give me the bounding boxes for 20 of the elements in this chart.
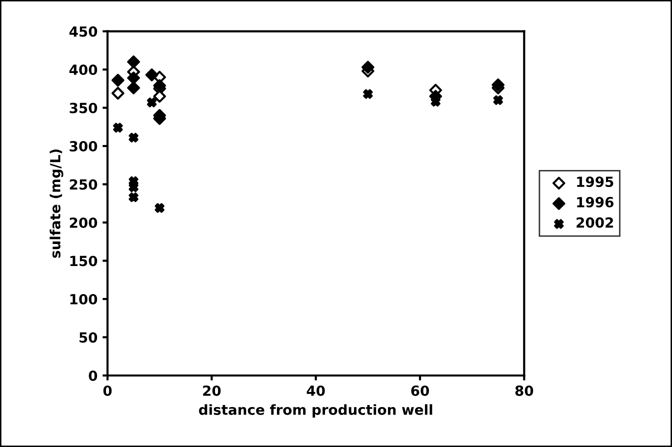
legend-label: 1995 [577,176,614,188]
x-axis-title: distance from production well [199,404,432,418]
y-tick-label: 150 [70,256,98,266]
y-tick-label: 250 [70,179,98,190]
y-tick-label: 400 [69,64,98,76]
x-tick-label: 0 [103,385,112,396]
y-axis-title: sulfate (mg/L) [50,149,64,258]
y-tick-label: 200 [70,217,98,228]
x-tick-label: 80 [515,385,534,396]
legend-label: 2002 [576,217,613,228]
y-tick-label: 50 [80,332,98,343]
y-tick-label: 300 [70,140,98,152]
x-tick-label: 40 [306,385,325,396]
y-tick-label: 350 [70,102,98,114]
y-tick-label: 100 [70,294,98,304]
y-tick-label: 0 [88,370,98,381]
x-tick-label: 20 [203,385,221,396]
x-tick-label: 60 [411,385,429,396]
legend-label: 1996 [577,196,614,208]
y-tick-label: 450 [69,26,98,37]
